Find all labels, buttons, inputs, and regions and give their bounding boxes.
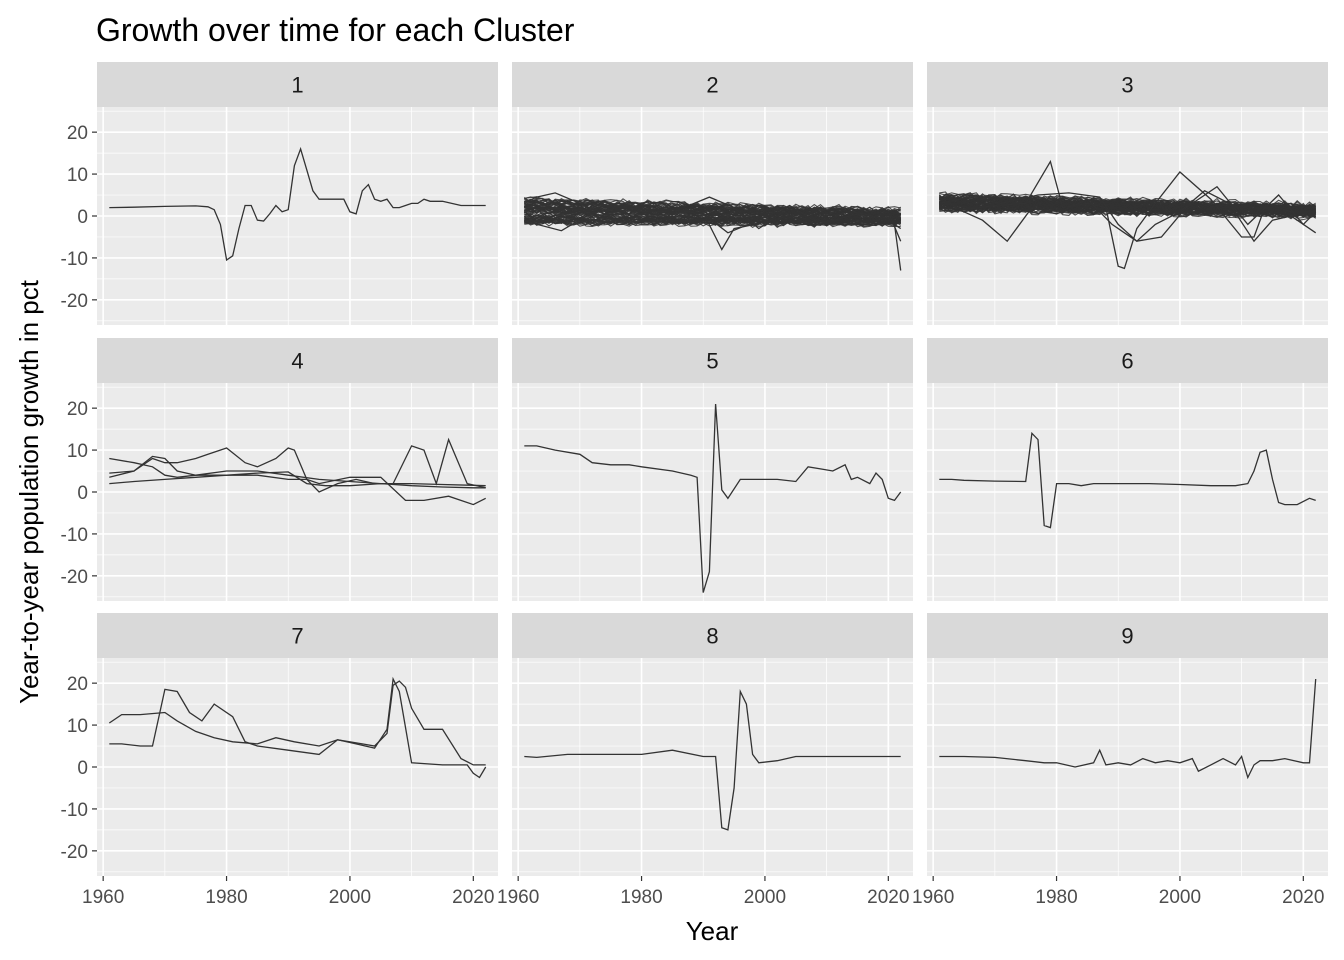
series-group — [524, 688, 901, 831]
y-tick-label: -20 — [61, 567, 88, 588]
series-group — [938, 159, 1317, 270]
x-tick-label: 2000 — [1159, 887, 1201, 908]
x-tick-label: 1980 — [620, 887, 662, 908]
y-tick-label: -10 — [61, 800, 88, 821]
x-tick-label: 2020 — [867, 887, 909, 908]
y-tick-label: 20 — [67, 123, 88, 144]
facet-panel-9: 9 1960 1980 2000 2020 — [912, 613, 1328, 908]
series-line — [939, 194, 1316, 212]
y-axis-title: Year-to-year population growth in pct — [14, 279, 44, 704]
facet-strip — [512, 338, 913, 383]
chart-title: Growth over time for each Cluster — [96, 12, 575, 48]
facet-strip-label: 3 — [1121, 73, 1133, 98]
y-tick-label: -20 — [61, 842, 88, 863]
x-axis-title: Year — [686, 916, 739, 946]
facet-panel-2: 2 — [512, 62, 913, 325]
y-tick-label: 0 — [77, 758, 88, 779]
y-tick-label: 0 — [77, 483, 88, 504]
x-tick-label: 2000 — [329, 887, 371, 908]
facet-strip — [927, 338, 1328, 383]
facet-panel-5: 5 — [512, 338, 913, 601]
facet-panel-8: 8 1960 1980 2000 2020 — [497, 613, 913, 908]
y-tick-label: 10 — [67, 716, 88, 737]
facet-strip-label: 2 — [706, 73, 718, 98]
facet-strip — [512, 613, 913, 658]
y-tick-label: 10 — [67, 441, 88, 462]
facet-strip — [97, 62, 498, 107]
x-tick-label: 1980 — [205, 887, 247, 908]
y-tick-label: 0 — [77, 207, 88, 228]
facet-grid: 1 -20 -10 0 10 20 2 3 4 -20 -10 0 10 20 5 6 7 -20 -10 0 10 20… — [61, 62, 1328, 908]
y-tick-label: -20 — [61, 291, 88, 312]
y-tick-label: 10 — [67, 165, 88, 186]
facet-panel-6: 6 — [927, 338, 1328, 601]
series-line — [939, 159, 1316, 270]
series-line — [524, 218, 901, 228]
series-line — [109, 455, 486, 506]
series-group — [523, 192, 902, 271]
series-line — [524, 688, 901, 831]
series-line — [939, 431, 1316, 529]
series-line — [939, 202, 1316, 216]
x-tick-label: 1980 — [1035, 887, 1077, 908]
facet-strip-label: 6 — [1121, 349, 1133, 374]
series-line — [523, 202, 902, 217]
y-tick-label: -10 — [61, 525, 88, 546]
facet-panel-1: 1 -20 -10 0 10 20 — [61, 62, 498, 325]
y-tick-label: 20 — [67, 399, 88, 420]
facet-strip — [97, 338, 498, 383]
series-group — [108, 676, 487, 779]
facet-strip-label: 9 — [1121, 624, 1133, 649]
facet-strip-label: 4 — [291, 349, 303, 374]
series-line — [939, 185, 1317, 242]
series-line — [524, 403, 902, 593]
series-line — [524, 196, 902, 232]
facet-strip-label: 1 — [291, 73, 303, 98]
facet-strip — [927, 62, 1328, 107]
series-line — [939, 194, 1317, 214]
series-line — [109, 457, 486, 489]
x-tick-label: 2020 — [1282, 887, 1324, 908]
series-group — [109, 146, 486, 262]
series-line — [524, 192, 902, 242]
series-line — [109, 676, 487, 779]
series-line — [109, 146, 486, 262]
facet-strip — [512, 62, 913, 107]
facet-panel-4: 4 -20 -10 0 10 20 — [61, 338, 498, 601]
x-tick-label: 1960 — [82, 887, 124, 908]
x-tick-label: 1960 — [497, 887, 539, 908]
series-group — [524, 403, 902, 593]
x-tick-label: 2000 — [744, 887, 786, 908]
series-group — [109, 437, 486, 506]
facet-panel-7: 7 -20 -10 0 10 20 1960 1980 2000 2020 — [61, 613, 498, 908]
x-tick-label: 2020 — [452, 887, 494, 908]
facet-strip-label: 8 — [706, 624, 718, 649]
facet-strip-label: 7 — [291, 624, 303, 649]
facet-strip — [97, 613, 498, 658]
series-line — [939, 678, 1317, 780]
x-tick-label: 1960 — [912, 887, 954, 908]
series-line — [938, 190, 1317, 243]
facet-strip-label: 5 — [706, 349, 718, 374]
series-group — [939, 431, 1316, 529]
series-line — [109, 471, 486, 487]
series-group — [939, 678, 1317, 780]
y-tick-label: 20 — [67, 674, 88, 695]
series-line — [109, 437, 486, 493]
y-tick-label: -10 — [61, 249, 88, 270]
series-line — [524, 198, 901, 216]
facet-panel-3: 3 — [927, 62, 1328, 325]
facet-strip — [927, 613, 1328, 658]
